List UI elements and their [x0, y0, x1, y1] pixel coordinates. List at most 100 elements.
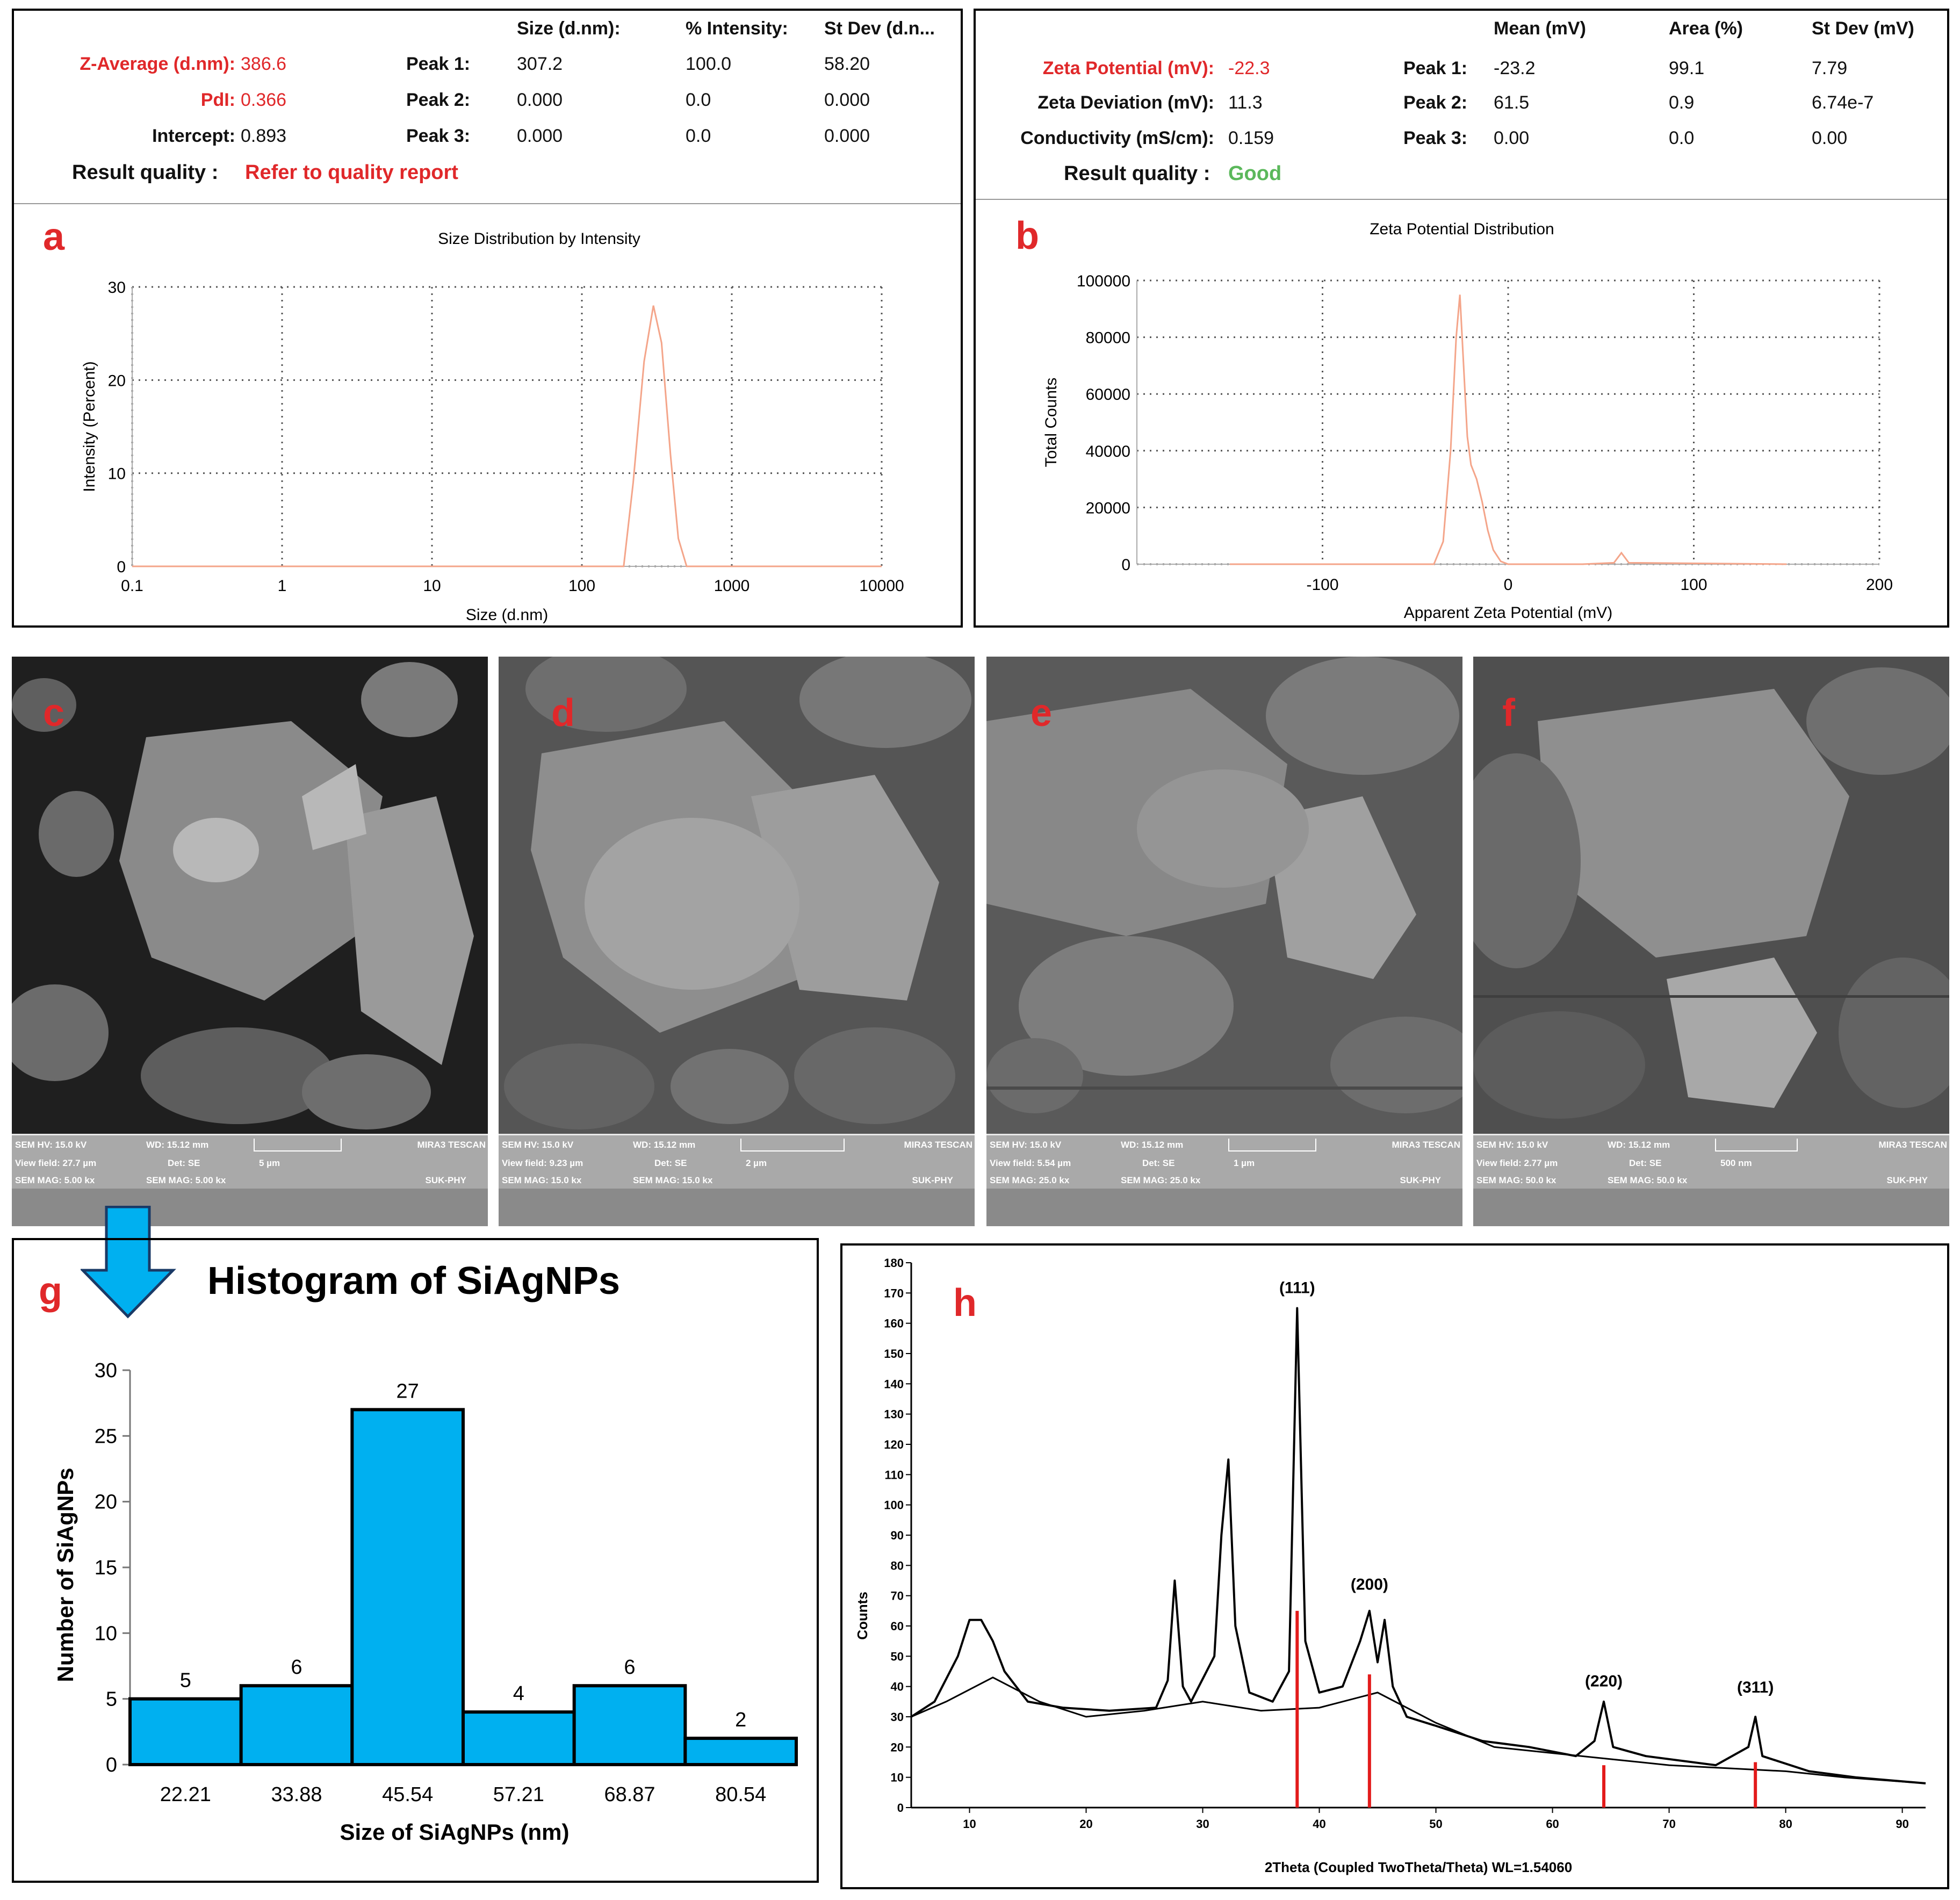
a-peak3-stdev: 0.000 — [824, 126, 870, 146]
chart-g-y-label: Number of SiAgNPs — [53, 1467, 78, 1682]
chart-h-peak-annotation: (311) — [1737, 1679, 1774, 1696]
b-deviation-label: Zeta Deviation (mV): — [1037, 92, 1214, 113]
chart-h-y-tick-label: 180 — [884, 1256, 904, 1270]
b-peak1-label: Peak 1: — [1403, 58, 1468, 78]
chart-g-data-label: 2 — [735, 1709, 746, 1731]
chart-g-y-tick-label: 5 — [106, 1688, 117, 1711]
chart-h-y-tick-label: 0 — [897, 1801, 904, 1815]
a-peak1-intensity: 100.0 — [686, 54, 732, 74]
chart-g-y-tick-label: 25 — [95, 1425, 117, 1448]
a-quality-value: Refer to quality report — [245, 161, 458, 184]
sem-brand-e: MIRA3 TESCAN — [1392, 1140, 1460, 1150]
sem-micrograph-c — [12, 657, 488, 1135]
chart-h-y-tick-label: 130 — [884, 1408, 904, 1421]
b-peak1-stdev: 7.79 — [1812, 58, 1848, 78]
sem-view-f: View field: 2.77 µm — [1476, 1158, 1558, 1168]
sem-view-e: View field: 5.54 µm — [990, 1158, 1071, 1168]
panel-h: h 0 10 20 30 40 50 60 70 80 90 100 110 120 130 140 150 1… — [840, 1243, 1949, 1889]
chart-a-x-label: Size (d.nm) — [466, 606, 548, 624]
a-peak2-intensity: 0.0 — [686, 90, 711, 110]
sem-image-c: SEM HV: 15.0 kV WD: 15.12 mm View field:… — [12, 657, 488, 1226]
sem-det-f: Det: SE — [1629, 1158, 1662, 1168]
sem-hv-c: SEM HV: 15.0 kV — [15, 1140, 87, 1150]
sem-footer-e — [986, 1189, 1462, 1226]
panel-b: Mean (mV) Area (%) St Dev (mV) Zeta Pote… — [974, 9, 1949, 628]
a-peak2-size: 0.000 — [517, 90, 563, 110]
b-peak1-area: 99.1 — [1669, 58, 1705, 78]
histogram-chart: Histogram of SiAgNPs 0 5 10 15 20 25 30 5 22.21 6 3… — [53, 1260, 798, 1845]
chart-g-y-tick-label: 30 — [95, 1359, 117, 1382]
sem-mag2-e: SEM MAG: 25.0 kx — [1121, 1175, 1201, 1185]
sem-info-bar-d: SEM HV: 15.0 kV WD: 15.12 mm View field:… — [499, 1134, 975, 1191]
sem-view-c: View field: 27.7 µm — [15, 1158, 97, 1168]
down-arrow-icon — [81, 1206, 176, 1319]
sem-det-e: Det: SE — [1142, 1158, 1175, 1168]
chart-a-x-tick-label: 100 — [568, 577, 595, 595]
b-header-mean: Mean (mV) — [1494, 18, 1586, 39]
sem-wd-f: WD: 15.12 mm — [1608, 1140, 1670, 1150]
sem-mag2-f: SEM MAG: 50.0 kx — [1608, 1175, 1688, 1185]
size-distribution-chart: Size Distribution by Intensity 0 10 20 30 0.1… — [81, 230, 904, 624]
sem-mag2-c: SEM MAG: 5.00 kx — [146, 1175, 226, 1185]
chart-h-x-tick-label: 30 — [1196, 1817, 1209, 1831]
b-peak2-stdev: 6.74e-7 — [1812, 92, 1874, 113]
sem-view-d: View field: 9.23 µm — [502, 1158, 583, 1168]
chart-b-x-tick-label: 200 — [1866, 576, 1893, 594]
chart-b-y-tick-label: 80000 — [1086, 329, 1130, 347]
sem-micrograph-e — [986, 657, 1462, 1135]
chart-g-bar — [572, 1684, 687, 1767]
a-header-intensity: % Intensity: — [686, 18, 788, 39]
a-pdi-label: PdI: — [200, 90, 235, 110]
sem-scale-f: 500 nm — [1720, 1158, 1752, 1168]
xrd-pattern-chart: 0 10 20 30 40 50 60 70 80 90 100 110 120 130 140 150 160… — [854, 1256, 1926, 1875]
sem-lab-d: SUK-PHY — [912, 1175, 953, 1185]
panel-label-g: g — [39, 1270, 62, 1313]
b-peak2-mean: 61.5 — [1494, 92, 1530, 113]
chart-h-x-tick-label: 40 — [1313, 1817, 1325, 1831]
chart-h-y-label: Counts — [854, 1592, 870, 1640]
sem-scale-bar-e — [1228, 1139, 1316, 1151]
chart-g-x-label: Size of SiAgNPs (nm) — [340, 1819, 569, 1845]
chart-h-y-tick-label: 20 — [891, 1740, 904, 1754]
chart-g-data-label: 27 — [397, 1380, 419, 1402]
sem-info-bar-f: SEM HV: 15.0 kV WD: 15.12 mm View field:… — [1473, 1134, 1949, 1191]
chart-a-y-tick-label: 30 — [108, 279, 126, 297]
chart-g-bar — [239, 1684, 354, 1767]
panel-g: g Histogram of SiAgNPs 0 5 10 15 20 25 30 5 22.21… — [12, 1238, 819, 1883]
sem-brand-c: MIRA3 TESCAN — [417, 1140, 486, 1150]
chart-b-x-tick-label: 100 — [1680, 576, 1707, 594]
sem-wd-d: WD: 15.12 mm — [633, 1140, 696, 1150]
chart-g-bar — [462, 1710, 576, 1767]
chart-a-x-tick-label: 1000 — [714, 577, 750, 595]
chart-b-y-tick-label: 100000 — [1077, 272, 1130, 290]
panel-a: Size (d.nm): % Intensity: St Dev (d.n...… — [12, 9, 963, 628]
b-peak3-mean: 0.00 — [1494, 128, 1530, 148]
chart-h-x-tick-label: 80 — [1779, 1817, 1792, 1831]
chart-b-y-tick-label: 40000 — [1086, 443, 1130, 460]
sem-micrograph-f — [1473, 657, 1949, 1135]
b-peak3-area: 0.0 — [1669, 128, 1695, 148]
a-peak1-size: 307.2 — [517, 54, 563, 74]
sem-hv-d: SEM HV: 15.0 kV — [502, 1140, 574, 1150]
a-peak1-label: Peak 1: — [406, 54, 471, 74]
panel-label-a: a — [43, 215, 65, 258]
sem-lab-f: SUK-PHY — [1886, 1175, 1928, 1185]
chart-h-peak-annotation: (200) — [1351, 1575, 1388, 1593]
panel-label-h: h — [953, 1282, 977, 1325]
chart-b-y-tick-label: 20000 — [1086, 499, 1130, 517]
sem-footer-f — [1473, 1189, 1949, 1226]
sem-scale-bar-f — [1715, 1139, 1798, 1151]
b-peak2-label: Peak 2: — [1403, 92, 1468, 113]
chart-h-y-tick-label: 40 — [891, 1680, 904, 1694]
chart-g-y-tick-label: 10 — [95, 1622, 117, 1645]
chart-g-y-tick-label: 20 — [95, 1491, 117, 1514]
chart-h-peak-annotation: (220) — [1585, 1673, 1623, 1690]
a-quality-label: Result quality : — [72, 161, 219, 184]
b-peak3-label: Peak 3: — [1403, 128, 1468, 148]
chart-h-x-tick-label: 50 — [1429, 1817, 1442, 1831]
chart-h-x-tick-label: 10 — [963, 1817, 976, 1831]
a-peak3-intensity: 0.0 — [686, 126, 711, 146]
chart-h-y-tick-label: 80 — [891, 1559, 904, 1572]
chart-a-y-tick-label: 20 — [108, 372, 126, 390]
b-header-area: Area (%) — [1669, 18, 1743, 39]
